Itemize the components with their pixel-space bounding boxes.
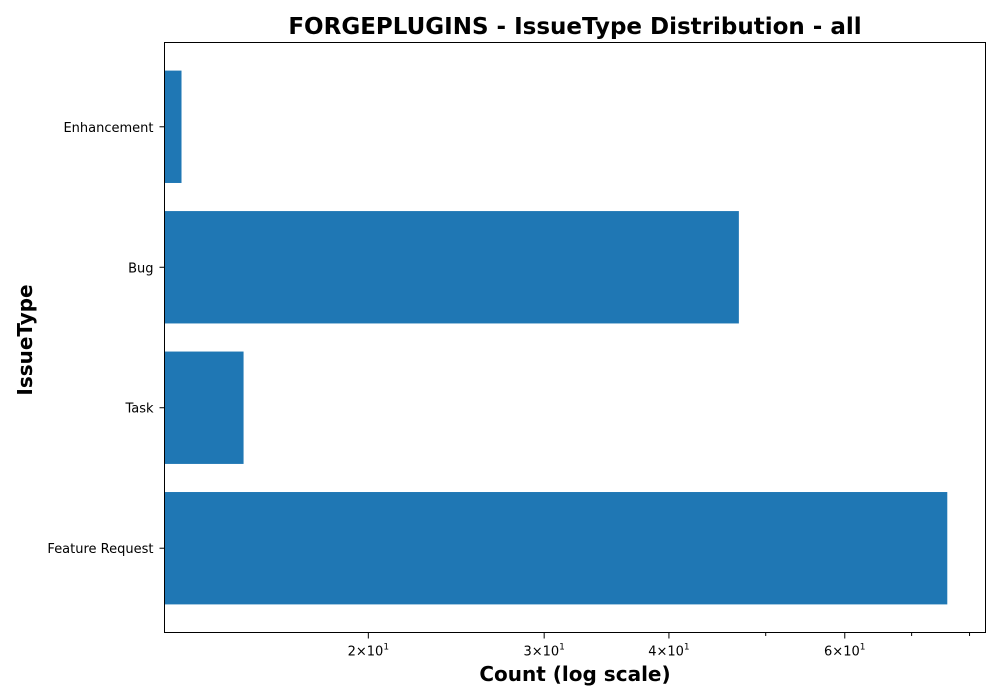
plot-area: Enhancement Bug Task Feature Request 2×101 3×… [47,70,971,660]
x-tick-label: 4×101 [648,643,689,660]
bar [164,492,948,605]
y-tick-label: Bug [128,261,153,276]
chart-title: FORGEPLUGINS - IssueType Distribution - … [288,14,861,40]
bar [164,211,739,324]
bar [164,70,182,183]
x-tick-label: 6×101 [824,643,865,660]
plot-frame [164,42,986,633]
y-tick-label: Enhancement [63,121,153,136]
y-axis-label: IssueType [13,284,37,395]
x-tick-label: 2×101 [348,643,389,660]
x-axis-label: Count (log scale) [479,662,670,686]
bar [164,351,244,464]
y-tick-label: Feature Request [47,542,153,557]
y-tick-label: Task [124,402,154,417]
x-tick-label: 3×101 [523,643,564,660]
